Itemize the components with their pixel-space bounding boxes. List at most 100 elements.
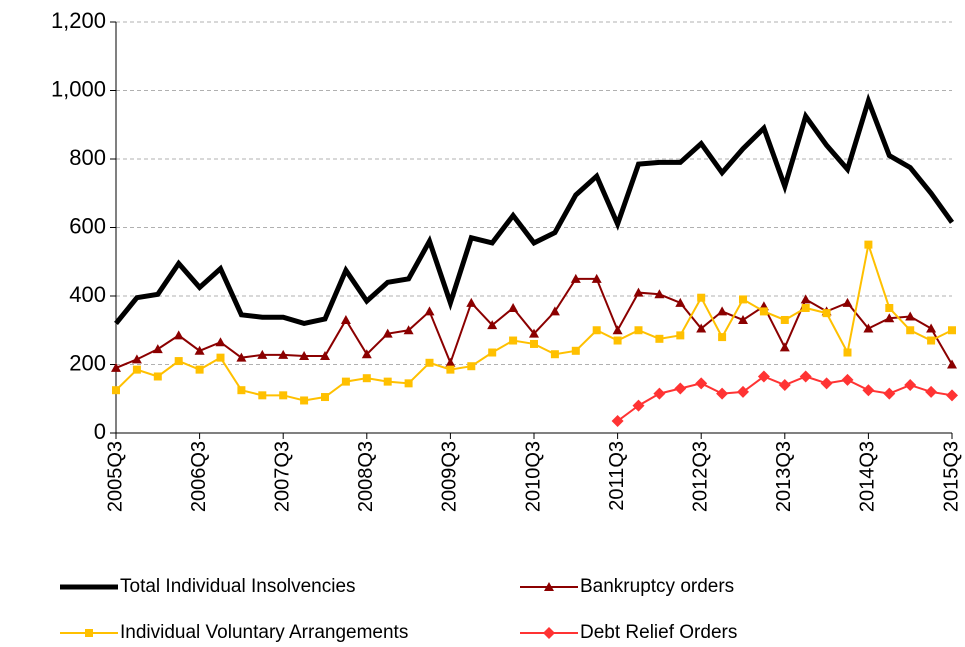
x-tick-label: 2014Q3 [857, 441, 879, 512]
marker [842, 297, 853, 307]
marker [549, 306, 560, 316]
x-tick-label: 2007Q3 [271, 441, 293, 512]
marker [779, 342, 790, 352]
marker [111, 362, 121, 372]
x-tick-label: 2008Q3 [355, 441, 377, 512]
marker [152, 344, 163, 354]
marker [864, 240, 873, 249]
marker [739, 295, 747, 304]
x-tick-label: 2013Q3 [773, 441, 795, 512]
marker [112, 386, 120, 395]
marker [947, 359, 957, 369]
marker [612, 325, 623, 335]
legend-label: Total Individual Insolvencies [120, 576, 356, 597]
marker [946, 389, 958, 402]
series-line [114, 93, 955, 326]
marker [404, 379, 413, 388]
marker [424, 306, 435, 316]
marker [613, 336, 622, 345]
series-line [115, 240, 953, 402]
marker [425, 358, 434, 367]
y-tick-label: 600 [69, 213, 106, 238]
y-tick-label: 1,200 [51, 8, 106, 33]
marker [173, 330, 184, 340]
marker [509, 336, 518, 345]
marker [467, 362, 476, 371]
marker [759, 307, 768, 316]
marker [279, 391, 288, 400]
marker [653, 387, 666, 400]
marker [862, 384, 875, 397]
marker [487, 320, 498, 330]
legend-marker [543, 627, 555, 639]
marker [195, 365, 204, 374]
legend-marker [85, 629, 93, 637]
marker [131, 354, 142, 364]
y-tick-label: 400 [69, 282, 106, 307]
marker [194, 345, 205, 355]
marker [780, 315, 789, 324]
marker [132, 365, 141, 374]
x-tick-label: 2011Q3 [606, 441, 628, 511]
marker [362, 374, 371, 383]
marker [778, 379, 791, 392]
marker [904, 379, 917, 392]
marker [884, 313, 895, 323]
marker [530, 339, 538, 348]
marker [321, 393, 329, 402]
marker [841, 373, 854, 386]
marker [675, 297, 686, 307]
marker [529, 328, 539, 338]
marker [237, 386, 246, 395]
legend-label: Debt Relief Orders [580, 622, 737, 643]
marker [885, 303, 894, 312]
marker [654, 289, 665, 299]
marker [697, 293, 706, 302]
marker [717, 306, 728, 316]
x-tick-label: 2015Q3 [940, 441, 962, 512]
y-tick-label: 1,000 [51, 76, 106, 101]
marker [757, 370, 770, 383]
marker [611, 415, 624, 428]
marker [445, 357, 456, 367]
marker [696, 323, 707, 333]
marker [508, 302, 519, 312]
marker [446, 365, 455, 374]
marker [926, 323, 937, 333]
marker [674, 382, 687, 395]
marker [403, 325, 414, 335]
marker [488, 348, 497, 357]
marker [905, 311, 916, 321]
marker [737, 385, 749, 398]
marker [632, 399, 645, 412]
marker [655, 334, 664, 343]
marker [676, 331, 685, 340]
marker [801, 303, 810, 312]
marker [925, 385, 938, 398]
marker [633, 287, 644, 297]
marker [570, 273, 581, 283]
marker [550, 350, 559, 359]
marker [822, 309, 831, 318]
marker [361, 349, 372, 359]
marker [716, 387, 729, 400]
marker [340, 314, 351, 324]
marker [738, 314, 748, 324]
marker [718, 333, 727, 342]
marker [257, 349, 268, 359]
marker [466, 297, 477, 307]
marker [906, 326, 915, 335]
marker [215, 337, 226, 347]
marker [341, 377, 350, 386]
marker [320, 350, 330, 360]
marker [258, 391, 267, 400]
marker [948, 326, 956, 335]
marker [592, 326, 601, 335]
marker [383, 377, 392, 386]
marker [236, 352, 247, 362]
marker [634, 326, 643, 335]
marker [216, 353, 225, 362]
marker [843, 348, 852, 357]
legend-marker [544, 582, 554, 591]
